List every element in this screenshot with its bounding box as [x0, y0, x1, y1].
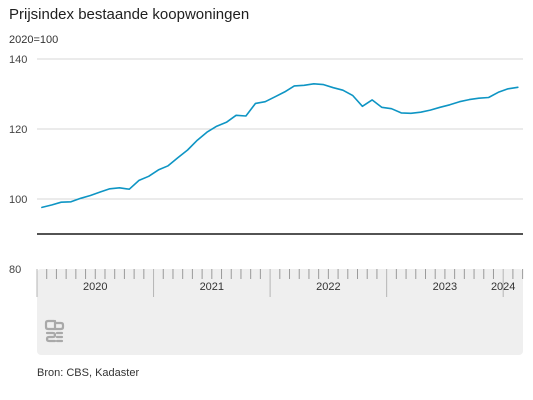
- x-tick-label: 2024: [491, 281, 515, 293]
- x-axis-band: [36, 269, 524, 355]
- x-tick-label: 2020: [83, 281, 107, 293]
- series-layer: [41, 83, 519, 209]
- grid-layer: [37, 58, 523, 235]
- logo-layer: [44, 319, 65, 343]
- y-tick-label: 140: [9, 54, 27, 66]
- source-note: Bron: CBS, Kadaster: [37, 367, 140, 379]
- cbs-logo-icon: [44, 319, 65, 343]
- series-line: [41, 83, 519, 209]
- x-tick-label: 2022: [316, 281, 340, 293]
- y-tick-label: 120: [9, 124, 27, 136]
- y-tick-label: 80: [9, 264, 21, 276]
- axis-band: [37, 269, 523, 355]
- y-tick-label: 100: [9, 194, 27, 206]
- x-tick-label: 2021: [200, 281, 224, 293]
- x-tick-label: 2023: [433, 281, 457, 293]
- label-layer: 80 100 120 140 2020 2021 2022 2023 2024: [9, 54, 515, 293]
- chart-title: Prijsindex bestaande koopwoningen: [9, 6, 250, 23]
- y-unit-label: 2020=100: [9, 34, 59, 46]
